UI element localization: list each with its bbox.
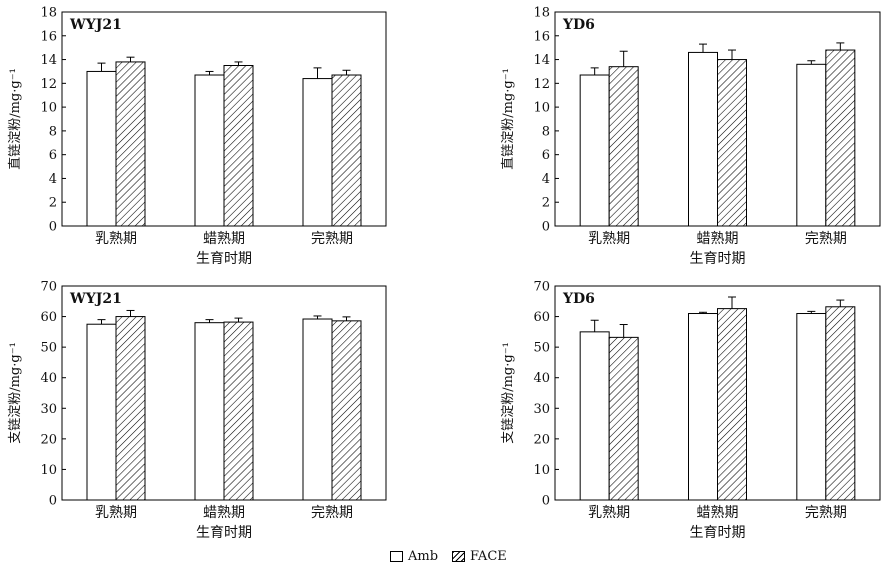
chart-3-bar-face	[115, 316, 146, 501]
chart-1-x-axis-label: 生育时期	[196, 251, 252, 267]
chart-2-ytick-label: 6	[542, 148, 550, 163]
chart-4-ytick-label: 50	[533, 341, 550, 356]
chart-3-ytick-label: 30	[40, 402, 57, 417]
chart-1-bar-amb	[302, 78, 333, 227]
chart-3-bar-amb	[302, 318, 333, 501]
chart-1-category-label: 乳熟期	[95, 231, 137, 247]
chart-4-ytick-label: 60	[533, 310, 550, 325]
chart-4-panel-label: YD6	[562, 291, 595, 307]
chart-2-bar-amb	[579, 74, 610, 227]
chart-2-category-label: 蜡熟期	[697, 231, 739, 247]
chart-3-ytick-label: 60	[40, 310, 57, 325]
chart-3-ytick-label: 0	[49, 494, 57, 509]
chart-4-bar-amb	[688, 313, 718, 501]
chart-4-category-label: 乳熟期	[588, 505, 630, 521]
chart-1-ytick-label: 16	[40, 29, 57, 44]
chart-4-ytick-label: 40	[533, 371, 550, 386]
legend-label-face: FACE	[470, 548, 507, 564]
chart-2-panel-label: YD6	[562, 17, 595, 33]
chart-1-bar-amb	[86, 70, 117, 227]
chart-4-ytick-label: 20	[533, 432, 550, 447]
chart-2-ytick-label: 2	[542, 196, 550, 211]
legend-item-amb: Amb	[390, 549, 438, 564]
chart-3-panel-label: WYJ21	[69, 291, 122, 307]
chart-4-bar-face	[608, 336, 639, 501]
chart-1-ytick-label: 14	[40, 53, 57, 68]
chart-1-category-label: 蜡熟期	[203, 231, 245, 247]
chart-2-category-label: 乳熟期	[588, 231, 630, 247]
chart-4-x-axis-label: 生育时期	[690, 525, 746, 541]
chart-2-ytick-label: 18	[533, 6, 550, 21]
chart-4: 0 10 20 30 40 50 60 70 乳熟期 蜡熟期 完熟期 YD6 生育时期 支链淀粉/mg·g…	[501, 280, 881, 541]
chart-3-bar-amb	[194, 322, 225, 501]
chart-1-ytick-label: 0	[49, 220, 57, 235]
chart-1-ytick-label: 12	[40, 77, 57, 92]
chart-3-ytick-label: 40	[40, 371, 57, 386]
chart-2-ytick-label: 12	[533, 77, 550, 92]
chart-3-category-label: 完熟期	[311, 505, 353, 521]
chart-2-bar-face	[608, 66, 639, 227]
chart-2-bar-face	[825, 49, 856, 227]
chart-4-category-label: 蜡熟期	[697, 505, 739, 521]
chart-3-category-label: 蜡熟期	[203, 505, 245, 521]
chart-2-y-axis-label: 直链淀粉/mg·g⁻¹	[501, 68, 516, 170]
chart-3-category-label: 乳熟期	[95, 505, 137, 521]
chart-2-ytick-label: 4	[542, 172, 550, 187]
chart-1: 0 2 4 6 8 10 12 14 16 18 乳熟期 蜡熟期 完熟期 WYJ21 生育时期 直链淀粉/mg…	[8, 6, 387, 267]
chart-1-bar-face	[223, 65, 254, 227]
chart-2-ytick-label: 16	[533, 29, 550, 44]
chart-1-ytick-label: 6	[49, 148, 57, 163]
chart-2-ytick-label: 10	[533, 101, 550, 116]
chart-1-y-axis-label: 直链淀粉/mg·g⁻¹	[8, 68, 23, 170]
chart-4-ytick-label: 70	[533, 280, 550, 295]
legend-swatch-amb	[390, 550, 403, 562]
chart-1-ytick-label: 4	[49, 172, 57, 187]
chart-3-bar-face	[331, 320, 362, 501]
chart-4-bar-amb	[579, 331, 610, 501]
chart-1-bar-face	[115, 61, 146, 227]
chart-4-ytick-label: 0	[542, 494, 550, 509]
chart-2-ytick-label: 8	[542, 124, 550, 139]
chart-1-bar-amb	[194, 74, 225, 227]
chart-2-x-axis-label: 生育时期	[690, 251, 746, 267]
chart-4-category-label: 完熟期	[805, 505, 847, 521]
chart-1-ytick-label: 18	[40, 6, 57, 21]
chart-1-bar-face	[331, 74, 362, 227]
chart-1-ytick-label: 2	[49, 196, 57, 211]
chart-1-category-label: 完熟期	[311, 231, 353, 247]
chart-3-bar-face	[223, 321, 254, 501]
chart-3-ytick-label: 20	[40, 432, 57, 447]
chart-2-ytick-label: 0	[542, 220, 550, 235]
chart-4-bar-face	[825, 306, 856, 501]
chart-2-bar-amb	[688, 51, 718, 227]
chart-3-x-axis-label: 生育时期	[196, 525, 252, 541]
chart-3-y-axis-label: 支链淀粉/mg·g⁻¹	[8, 342, 23, 444]
legend-item-face: FACE	[452, 549, 507, 564]
legend-swatch-face	[452, 550, 466, 562]
chart-4-y-axis-label: 支链淀粉/mg·g⁻¹	[501, 342, 516, 444]
chart-4-ytick-label: 30	[533, 402, 550, 417]
chart-1-panel-label: WYJ21	[69, 17, 122, 33]
chart-3-bar-amb	[86, 323, 117, 501]
chart-3-ytick-label: 70	[40, 280, 57, 295]
chart-1-ytick-label: 8	[49, 124, 57, 139]
chart-4-bar-amb	[796, 313, 827, 501]
legend-label-amb: Amb	[408, 548, 439, 564]
chart-3-ytick-label: 10	[40, 463, 57, 478]
chart-2-category-label: 完熟期	[805, 231, 847, 247]
chart-3: 0 10 20 30 40 50 60 70 乳熟期 蜡熟期 完熟期 WYJ21 生育时期 支链淀粉/mg…	[8, 280, 387, 541]
chart-2-ytick-label: 14	[533, 53, 550, 68]
chart-3-ytick-label: 50	[40, 341, 57, 356]
chart-1-ytick-label: 10	[40, 101, 57, 116]
chart-2-bar-face	[717, 59, 747, 227]
chart-4-bar-face	[717, 308, 747, 501]
chart-2-bar-amb	[796, 63, 827, 227]
legend: Amb FACE	[390, 548, 521, 564]
chart-2: 0 2 4 6 8 10 12 14 16 18 乳熟期 蜡熟期 完熟期 YD6 生育时期 直链淀粉/mg·g…	[501, 6, 881, 267]
chart-4-ytick-label: 10	[533, 463, 550, 478]
